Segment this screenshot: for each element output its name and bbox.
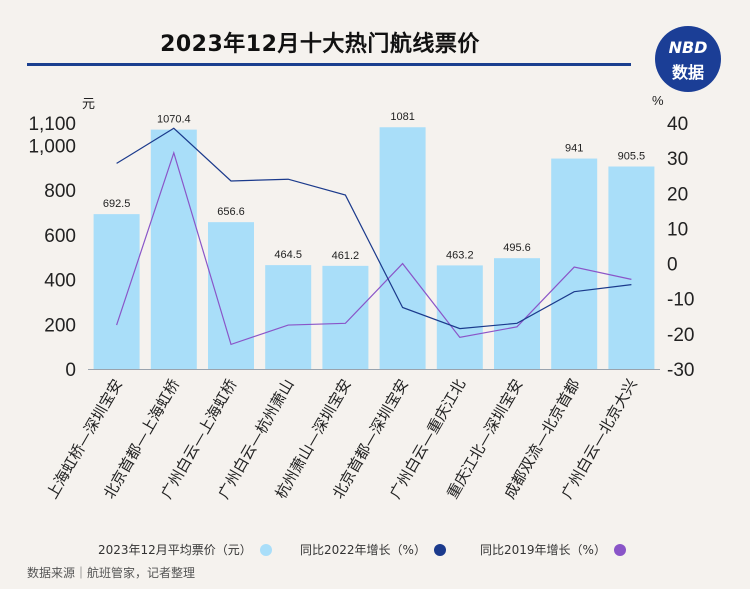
data-source: 数据来源｜航班管家，记者整理 bbox=[27, 566, 196, 580]
right-axis-unit: % bbox=[652, 93, 664, 108]
left-axis-tick-label: 600 bbox=[44, 226, 76, 247]
bar bbox=[379, 127, 426, 370]
left-axis-tick-label: 0 bbox=[65, 360, 76, 381]
bar bbox=[322, 265, 369, 369]
title-underline bbox=[27, 63, 631, 66]
bar-value-label: 464.5 bbox=[274, 249, 302, 261]
legend-item-line2: 同比2019年增长（%） bbox=[480, 541, 626, 558]
logo-text-nbd: NBD bbox=[668, 38, 708, 57]
legend-item-line1: 同比2022年增长（%） bbox=[300, 541, 446, 558]
bar bbox=[93, 214, 140, 369]
left-axis-unit: 元 bbox=[82, 97, 96, 112]
bar-value-label: 656.6 bbox=[217, 206, 245, 218]
legend-line2-swatch bbox=[613, 544, 626, 556]
bar-value-label: 1081 bbox=[390, 111, 414, 123]
bar bbox=[150, 129, 197, 369]
line-series-2022 bbox=[116, 127, 632, 330]
chart-title: 2023年12月十大热门航线票价 bbox=[160, 32, 480, 57]
legend-line1-label: 同比2022年增长（%） bbox=[300, 543, 426, 557]
legend-bar-swatch bbox=[259, 544, 272, 556]
bar bbox=[494, 258, 540, 369]
right-axis-tick-label: 30 bbox=[667, 149, 688, 170]
legend-item-bar: 2023年12月平均票价（元） bbox=[98, 541, 272, 558]
left-axis-tick-label: 1,100 bbox=[28, 114, 76, 135]
left-axis-tick-label: 1,000 bbox=[28, 136, 76, 157]
bar bbox=[608, 166, 655, 369]
legend-bar-label: 2023年12月平均票价（元） bbox=[98, 543, 252, 557]
legend: 2023年12月平均票价（元） 同比2022年增长（%） 同比2019年增长（%… bbox=[98, 541, 678, 559]
bar-value-label: 905.5 bbox=[618, 150, 646, 162]
right-axis-tick-label: 0 bbox=[667, 255, 678, 276]
bar-value-label: 1070.4 bbox=[157, 114, 191, 126]
legend-line2-label: 同比2019年增长（%） bbox=[480, 543, 606, 557]
right-axis-tick-label: 40 bbox=[667, 114, 688, 135]
left-axis-tick-label: 400 bbox=[44, 271, 76, 292]
logo-text-data: 数据 bbox=[671, 63, 704, 82]
line-series-2019 bbox=[116, 150, 632, 346]
left-axis-tick-label: 800 bbox=[44, 181, 76, 202]
bar-value-label: 692.5 bbox=[103, 198, 131, 210]
right-axis-tick-label: -30 bbox=[667, 360, 694, 381]
bar-value-label: 941 bbox=[565, 143, 583, 155]
bar bbox=[208, 222, 254, 369]
legend-line1-swatch bbox=[433, 544, 446, 556]
bar bbox=[265, 265, 312, 369]
bar-value-label: 463.2 bbox=[446, 249, 474, 261]
bar bbox=[551, 158, 598, 369]
right-axis-tick-label: -20 bbox=[667, 325, 694, 346]
bar-value-label: 495.6 bbox=[503, 242, 531, 254]
right-axis-tick-label: 10 bbox=[667, 219, 688, 240]
right-axis-tick-label: 20 bbox=[667, 184, 688, 205]
bar-value-label: 461.2 bbox=[332, 250, 360, 262]
right-axis-tick-label: -10 bbox=[667, 290, 694, 311]
left-axis-tick-label: 200 bbox=[44, 315, 76, 336]
nbd-logo: NBD 数据 bbox=[655, 26, 721, 92]
